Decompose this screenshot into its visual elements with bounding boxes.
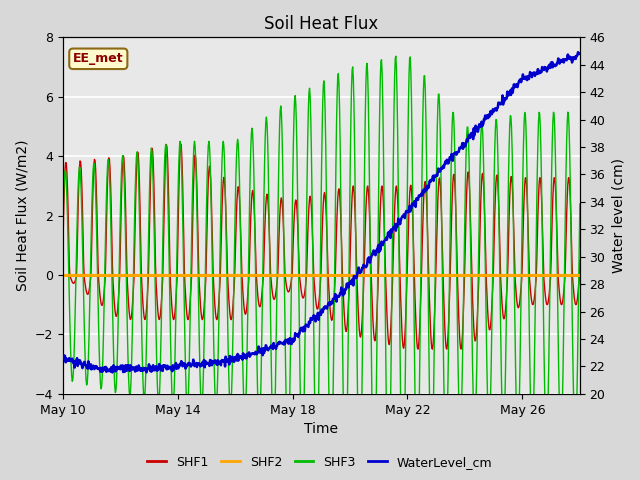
Y-axis label: Soil Heat Flux (W/m2): Soil Heat Flux (W/m2) xyxy=(15,140,29,291)
Title: Soil Heat Flux: Soil Heat Flux xyxy=(264,15,378,33)
Legend: SHF1, SHF2, SHF3, WaterLevel_cm: SHF1, SHF2, SHF3, WaterLevel_cm xyxy=(142,451,498,474)
X-axis label: Time: Time xyxy=(304,422,339,436)
Y-axis label: Water level (cm): Water level (cm) xyxy=(611,158,625,273)
Text: EE_met: EE_met xyxy=(73,52,124,65)
